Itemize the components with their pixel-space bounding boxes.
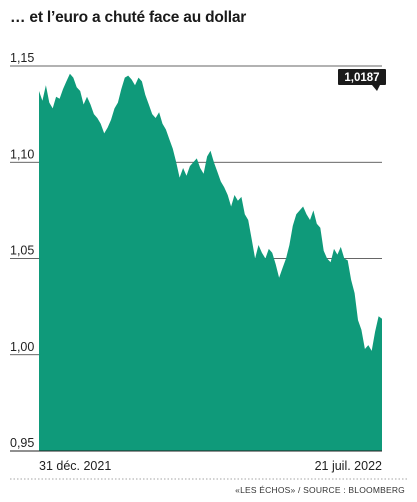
y-tick-label: 1,10 [10, 147, 34, 161]
last-value-badge-pointer [372, 85, 380, 91]
y-tick-label: 0,95 [10, 436, 34, 450]
y-tick-label: 1,00 [10, 340, 34, 354]
area-series [39, 73, 382, 451]
chart-title: … et l’euro a chuté face au dollar [10, 9, 247, 26]
last-value-badge-box [338, 69, 386, 85]
x-tick-label-start: 31 déc. 2021 [39, 459, 111, 473]
last-value-label: 1,0187 [344, 72, 379, 84]
y-axis: 1,15 1,10 1,05 1,00 0,95 [10, 51, 34, 450]
y-tick-label: 1,05 [10, 244, 34, 258]
x-tick-label-end: 21 juil. 2022 [315, 459, 382, 473]
source-note: «LES ÉCHOS» / SOURCE : BLOOMBERG [235, 485, 405, 495]
last-value-badge: 1,0187 [338, 69, 386, 91]
y-tick-label: 1,15 [10, 51, 34, 65]
